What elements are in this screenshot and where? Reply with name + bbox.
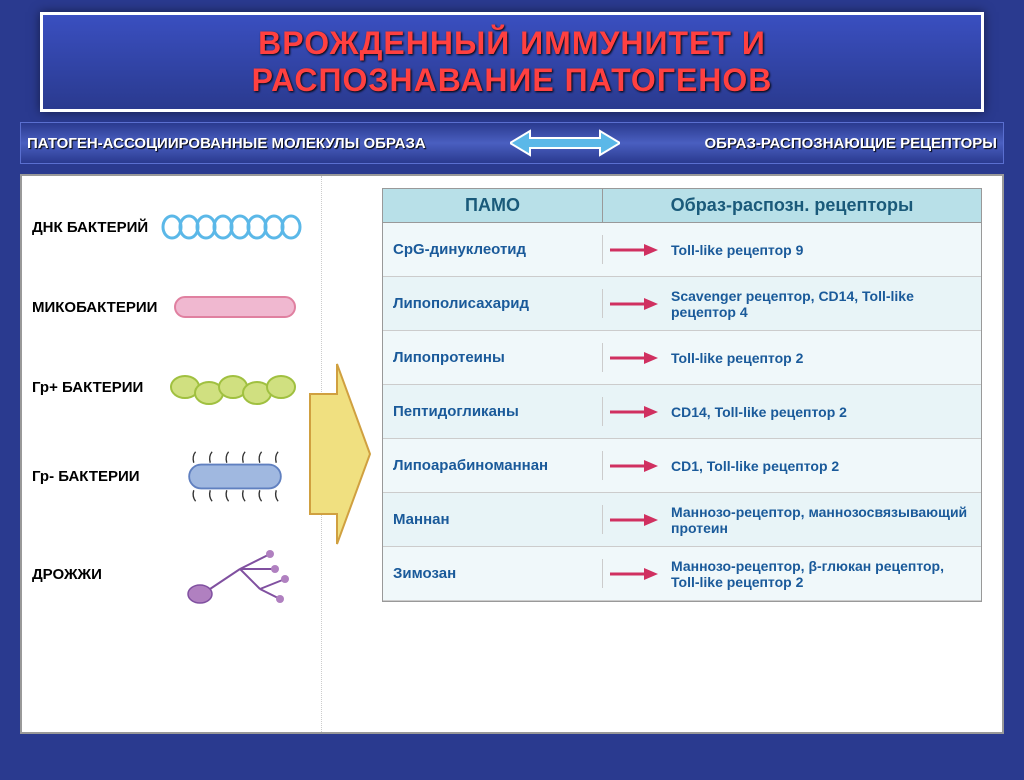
pathogen-icon <box>160 362 310 412</box>
pathogen-row: ДНК БАКТЕРИЙ <box>32 196 311 258</box>
cell-pamo: Липоарабиноманнан <box>383 451 603 480</box>
subtitle-right: ОБРАЗ-РАСПОЗНАЮЩИЕ РЕЦЕПТОРЫ <box>705 135 997 152</box>
cell-receptor: Scavenger рецептор, CD14, Toll-like реце… <box>663 282 981 326</box>
table-header: ПАМО Образ-распозн. рецепторы <box>383 189 981 223</box>
cell-pamo: Пептидогликаны <box>383 397 603 426</box>
row-arrow-icon <box>603 297 663 311</box>
cell-pamo: Липополисахарид <box>383 289 603 318</box>
subtitle-bar: ПАТОГЕН-АССОЦИИРОВАННЫЕ МОЛЕКУЛЫ ОБРАЗА … <box>20 122 1004 164</box>
table-row: Зимозан Маннозо-рецептор, β-глюкан рецеп… <box>383 547 981 601</box>
pathogen-icon <box>160 282 310 332</box>
row-arrow-icon <box>603 459 663 473</box>
bidirectional-arrow-icon <box>510 129 620 157</box>
table-row: CpG-динуклеотид Toll-like рецептор 9 <box>383 223 981 277</box>
table-row: Липоарабиноманнан CD1, Toll-like рецепто… <box>383 439 981 493</box>
pathogen-row: МИКОБАКТЕРИИ <box>32 276 311 338</box>
table-row: Пептидогликаны CD14, Toll-like рецептор … <box>383 385 981 439</box>
row-arrow-icon <box>603 351 663 365</box>
pathogen-column: ДНК БАКТЕРИЙ МИКОБАКТЕРИИ Гр+ БАКТЕРИИ Гр- … <box>22 176 322 732</box>
pathogen-row: Гр- БАКТЕРИИ <box>32 436 311 516</box>
cell-receptor: Toll-like рецептор 9 <box>663 236 981 264</box>
pathogen-row: ДРОЖЖИ <box>32 534 311 614</box>
row-arrow-icon <box>603 405 663 419</box>
pathogen-row: Гр+ БАКТЕРИИ <box>32 356 311 418</box>
title-line-1: ВРОЖДЕННЫЙ ИММУНИТЕТ И <box>63 25 961 62</box>
table-row: Липополисахарид Scavenger рецептор, CD14… <box>383 277 981 331</box>
title-line-2: РАСПОЗНАВАНИЕ ПАТОГЕНОВ <box>63 62 961 99</box>
pathogen-label: ДРОЖЖИ <box>32 566 152 583</box>
pathogen-icon <box>160 202 310 252</box>
table-column: ПАМО Образ-распозн. рецепторы CpG-динукл… <box>322 176 1002 732</box>
title-box: ВРОЖДЕННЫЙ ИММУНИТЕТ И РАСПОЗНАВАНИЕ ПАТ… <box>40 12 984 112</box>
header-pamo: ПАМО <box>383 189 603 222</box>
pathogen-icon <box>160 549 310 599</box>
pathogen-icon <box>160 451 310 501</box>
table-row: Маннан Маннозо-рецептор, маннозосвязываю… <box>383 493 981 547</box>
cell-receptor: CD1, Toll-like рецептор 2 <box>663 452 981 480</box>
cell-pamo: Зимозан <box>383 559 603 588</box>
cell-receptor: CD14, Toll-like рецептор 2 <box>663 398 981 426</box>
pathogen-label: МИКОБАКТЕРИИ <box>32 299 152 316</box>
cell-receptor: Toll-like рецептор 2 <box>663 344 981 372</box>
row-arrow-icon <box>603 243 663 257</box>
row-arrow-icon <box>603 567 663 581</box>
pathogen-label: Гр+ БАКТЕРИИ <box>32 379 152 396</box>
pamo-table: ПАМО Образ-распозн. рецепторы CpG-динукл… <box>382 188 982 602</box>
subtitle-left: ПАТОГЕН-АССОЦИИРОВАННЫЕ МОЛЕКУЛЫ ОБРАЗА <box>27 135 426 152</box>
row-arrow-icon <box>603 513 663 527</box>
cell-pamo: Липопротеины <box>383 343 603 372</box>
cell-receptor: Маннозо-рецептор, маннозосвязывающий про… <box>663 498 981 542</box>
big-right-arrow-icon <box>302 234 372 674</box>
pathogen-label: ДНК БАКТЕРИЙ <box>32 219 152 236</box>
cell-pamo: Маннан <box>383 505 603 534</box>
cell-receptor: Маннозо-рецептор, β-глюкан рецептор, Tol… <box>663 552 981 596</box>
content-panel: ДНК БАКТЕРИЙ МИКОБАКТЕРИИ Гр+ БАКТЕРИИ Гр- … <box>20 174 1004 734</box>
cell-pamo: CpG-динуклеотид <box>383 235 603 264</box>
pathogen-label: Гр- БАКТЕРИИ <box>32 468 152 485</box>
table-row: Липопротеины Toll-like рецептор 2 <box>383 331 981 385</box>
header-receptors: Образ-распозн. рецепторы <box>603 189 981 222</box>
